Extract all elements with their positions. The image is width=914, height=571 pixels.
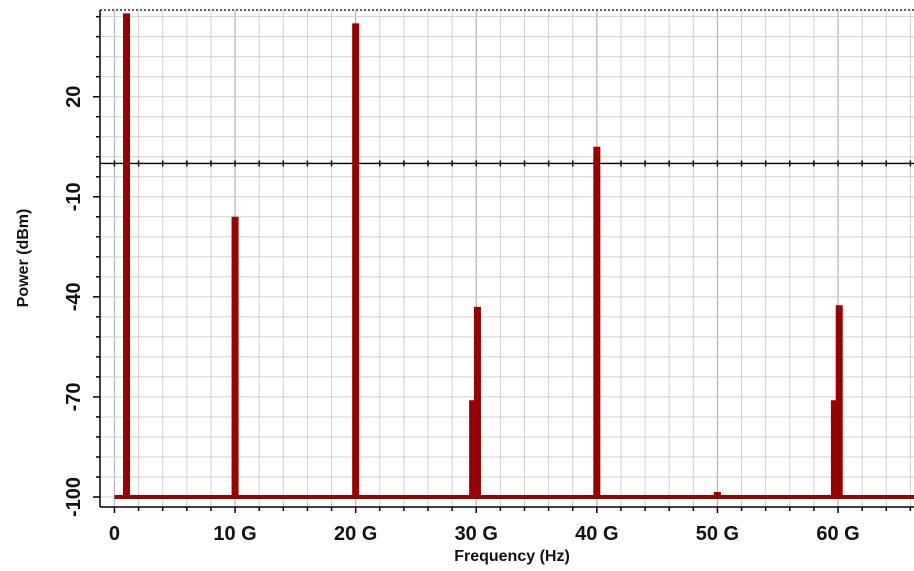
plot-frame: [99, 9, 914, 508]
x-tick-label: 0: [109, 523, 120, 545]
y-tick-label: 20: [63, 86, 85, 108]
x-tick-label: 50 G: [696, 523, 739, 545]
x-tick-label: 20 G: [334, 523, 377, 545]
grid-lines: [100, 10, 914, 507]
x-tick-labels: 0 10 G 20 G 30 G 40 G 50 G 60 G: [109, 523, 860, 545]
y-tick-labels: 20 -10 -40 -70 -100: [63, 86, 85, 517]
y-tick-label: -40: [63, 282, 85, 311]
tick-marks: [93, 15, 912, 513]
y-tick-label: -70: [63, 382, 85, 411]
spectral-lines: [114, 13, 914, 499]
y-tick-label: -100: [63, 477, 85, 517]
x-tick-label: 10 G: [213, 523, 256, 545]
y-tick-label: -10: [63, 182, 85, 211]
y-axis-title: Power (dBm): [15, 209, 32, 308]
x-tick-label: 30 G: [455, 523, 498, 545]
x-tick-label: 60 G: [816, 523, 859, 545]
x-axis-title: Frequency (Hz): [454, 548, 570, 565]
x-tick-label: 40 G: [575, 523, 618, 545]
